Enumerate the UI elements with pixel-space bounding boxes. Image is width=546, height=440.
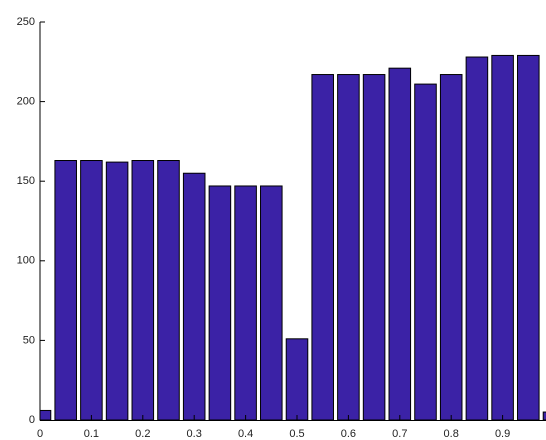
x-tick-label: 0.8 xyxy=(444,428,459,440)
bars xyxy=(40,54,546,421)
x-tick-label: 0.1 xyxy=(84,428,99,440)
bar xyxy=(285,338,309,421)
y-tick-label: 200 xyxy=(17,96,35,108)
x-tick-label: 0.2 xyxy=(135,428,150,440)
bar xyxy=(131,160,155,421)
bar xyxy=(542,411,546,421)
bar xyxy=(491,54,514,421)
x-tick-label: 0.3 xyxy=(187,428,202,440)
bar xyxy=(414,83,437,421)
bar xyxy=(182,172,206,421)
bar xyxy=(80,160,103,421)
x-tick-label: 0.6 xyxy=(341,428,356,440)
bar xyxy=(54,160,77,421)
y-tick-label: 250 xyxy=(17,16,35,28)
bar xyxy=(362,74,386,421)
bar xyxy=(105,161,129,421)
bar xyxy=(260,185,283,421)
bar xyxy=(40,409,52,421)
x-tick-label: 0.9 xyxy=(495,428,510,440)
bar xyxy=(439,74,463,421)
bar xyxy=(337,74,360,421)
bar xyxy=(157,160,180,421)
y-tick-label: 0 xyxy=(29,414,35,426)
bar xyxy=(465,56,489,421)
bar xyxy=(234,185,257,421)
bar xyxy=(208,185,232,421)
y-tick-label: 100 xyxy=(17,255,35,267)
x-tick-label: 0.4 xyxy=(238,428,253,440)
y-tick-label: 150 xyxy=(17,175,35,187)
bar xyxy=(311,74,334,421)
x-tick-label: 0.5 xyxy=(289,428,304,440)
y-tick-label: 50 xyxy=(23,334,35,346)
bar xyxy=(388,67,412,421)
x-tick-label: 0.7 xyxy=(392,428,407,440)
bar xyxy=(517,54,540,421)
x-tick-label: 0 xyxy=(37,428,43,440)
